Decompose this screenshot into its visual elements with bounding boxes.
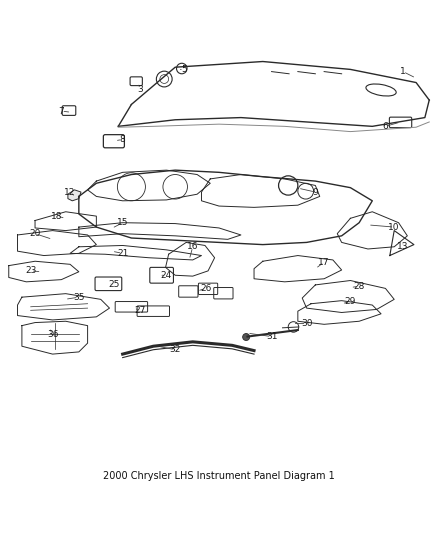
Text: 9: 9 <box>312 188 318 197</box>
Text: 21: 21 <box>117 249 128 258</box>
Text: 23: 23 <box>25 266 36 276</box>
Text: 5: 5 <box>181 65 187 74</box>
Text: 6: 6 <box>382 122 389 131</box>
Text: 7: 7 <box>58 107 64 116</box>
Text: 18: 18 <box>51 212 63 221</box>
Text: 20: 20 <box>29 229 41 238</box>
Text: 28: 28 <box>353 282 365 290</box>
Text: 17: 17 <box>318 257 330 266</box>
Text: 2000 Chrysler LHS Instrument Panel Diagram 1: 2000 Chrysler LHS Instrument Panel Diagr… <box>103 471 335 481</box>
Text: 26: 26 <box>200 284 212 293</box>
Text: 8: 8 <box>120 135 126 144</box>
Text: 30: 30 <box>301 319 312 328</box>
Circle shape <box>243 334 250 341</box>
Text: 29: 29 <box>345 297 356 306</box>
Text: 32: 32 <box>170 345 181 354</box>
Text: 13: 13 <box>397 243 409 251</box>
Text: 25: 25 <box>108 279 120 288</box>
Polygon shape <box>68 190 81 201</box>
Text: 27: 27 <box>134 306 146 315</box>
Text: 36: 36 <box>47 330 58 339</box>
Text: 24: 24 <box>161 271 172 280</box>
Text: 15: 15 <box>117 218 128 227</box>
Text: 3: 3 <box>137 85 143 94</box>
Text: 35: 35 <box>73 293 85 302</box>
Text: 10: 10 <box>389 223 400 231</box>
Text: 1: 1 <box>400 67 406 76</box>
Text: 16: 16 <box>187 243 198 251</box>
Text: 12: 12 <box>64 188 76 197</box>
Text: 31: 31 <box>266 332 277 341</box>
